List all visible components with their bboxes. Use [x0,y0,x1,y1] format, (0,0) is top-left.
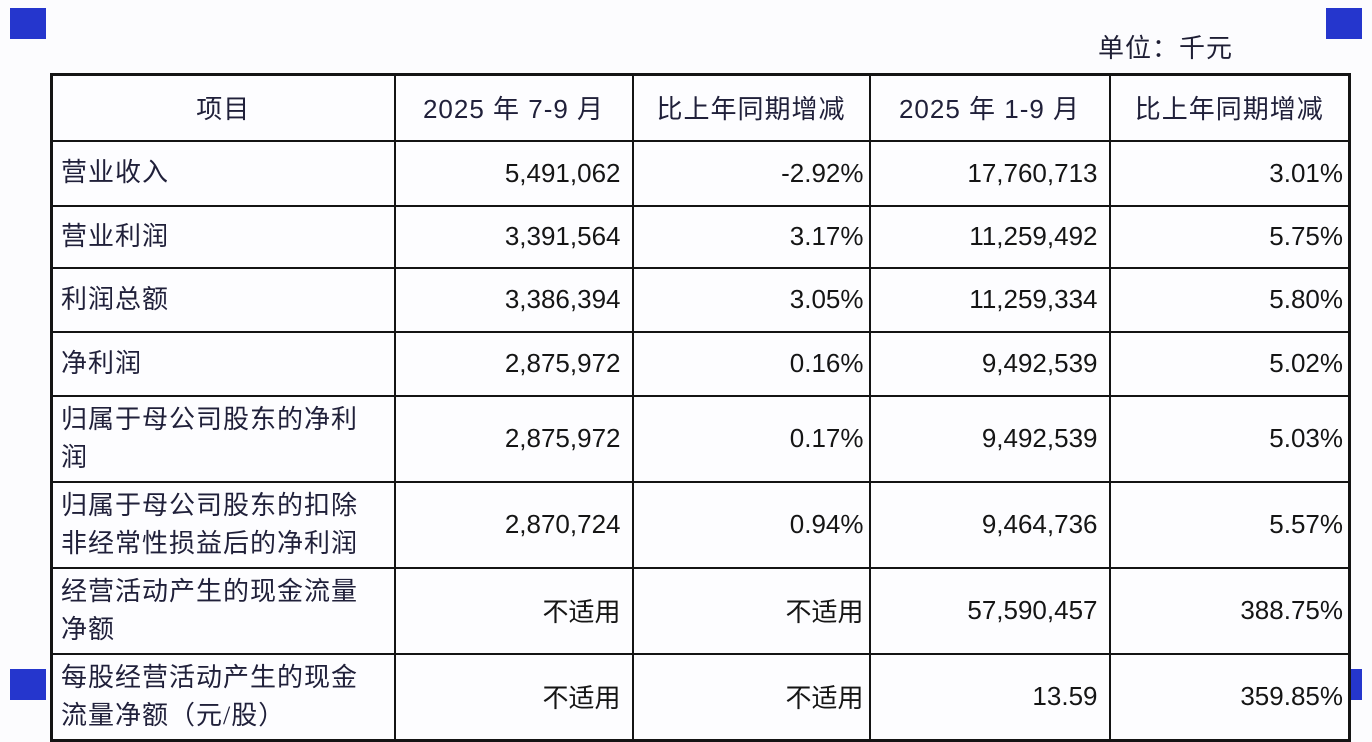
row-label: 归属于母公司股东的扣除非经常性损益后的净利润 [50,480,396,569]
row-label: 归属于母公司股东的净利润 [50,394,396,483]
cell-value: 2,875,972 [393,330,634,397]
cell-value: 3,386,394 [393,266,634,333]
cell-value: 不适用 [631,566,871,655]
row-label: 利润总额 [50,266,396,333]
column-header-q3-2025: 2025 年 7-9 月 [393,73,634,142]
column-header-item: 项目 [50,73,396,142]
table-row: 经营活动产生的现金流量净额 不适用 不适用 57,590,457 388.75% [50,566,1351,655]
row-label: 每股经营活动产生的现金流量净额（元/股） [50,652,396,741]
cell-value: 359.85% [1108,652,1351,741]
page: 单位：千元 项目 2025 年 7-9 月 比上年同期增减 2025 年 1-9… [10,8,1362,742]
cell-value: 3.01% [1108,139,1351,207]
cell-value: 9,492,539 [868,394,1111,483]
cell-value: 9,464,736 [868,480,1111,569]
table-row: 每股经营活动产生的现金流量净额（元/股） 不适用 不适用 13.59 359.8… [50,652,1351,741]
table-row: 净利润 2,875,972 0.16% 9,492,539 5.02% [50,330,1351,397]
unit-label: 单位：千元 [1097,34,1233,63]
cell-value: 5.03% [1108,394,1351,483]
cell-value: 13.59 [868,652,1111,741]
column-header-ytd-yoy: 比上年同期增减 [1108,73,1351,142]
cell-value: 5.80% [1108,266,1351,333]
cell-value: 2,870,724 [393,480,634,569]
table-row: 利润总额 3,386,394 3.05% 11,259,334 5.80% [50,266,1351,333]
table-row: 营业利润 3,391,564 3.17% 11,259,492 5.75% [50,204,1351,269]
cell-value: 9,492,539 [868,330,1111,397]
corner-marker [10,669,46,700]
cell-value: 2,875,972 [393,394,634,483]
table-row: 营业收入 5,491,062 -2.92% 17,760,713 3.01% [50,139,1351,207]
cell-value: -2.92% [631,139,871,207]
column-header-q3-yoy: 比上年同期增减 [631,73,871,142]
cell-value: 11,259,492 [868,204,1111,269]
cell-value: 5.75% [1108,204,1351,269]
row-label: 营业利润 [50,204,396,269]
column-header-ytd-2025: 2025 年 1-9 月 [868,73,1111,142]
cell-value: 0.94% [631,480,871,569]
cell-value: 0.16% [631,330,871,397]
row-label: 经营活动产生的现金流量净额 [50,566,396,655]
cell-value: 3.17% [631,204,871,269]
corner-marker [1326,8,1362,39]
table-row: 归属于母公司股东的净利润 2,875,972 0.17% 9,492,539 5… [50,394,1351,483]
table-row: 归属于母公司股东的扣除非经常性损益后的净利润 2,870,724 0.94% 9… [50,480,1351,569]
cell-value: 17,760,713 [868,139,1111,207]
cell-value: 11,259,334 [868,266,1111,333]
cell-value: 不适用 [631,652,871,741]
financial-results-table: 项目 2025 年 7-9 月 比上年同期增减 2025 年 1-9 月 比上年… [50,73,1351,742]
cell-value: 3.05% [631,266,871,333]
cell-value: 不适用 [393,566,634,655]
corner-marker [10,8,46,39]
cell-value: 388.75% [1108,566,1351,655]
cell-value: 5,491,062 [393,139,634,207]
row-label: 营业收入 [50,139,396,207]
row-label: 净利润 [50,330,396,397]
table-header-row: 项目 2025 年 7-9 月 比上年同期增减 2025 年 1-9 月 比上年… [50,73,1351,142]
cell-value: 不适用 [393,652,634,741]
cell-value: 3,391,564 [393,204,634,269]
cell-value: 57,590,457 [868,566,1111,655]
cell-value: 0.17% [631,394,871,483]
cell-value: 5.57% [1108,480,1351,569]
cell-value: 5.02% [1108,330,1351,397]
